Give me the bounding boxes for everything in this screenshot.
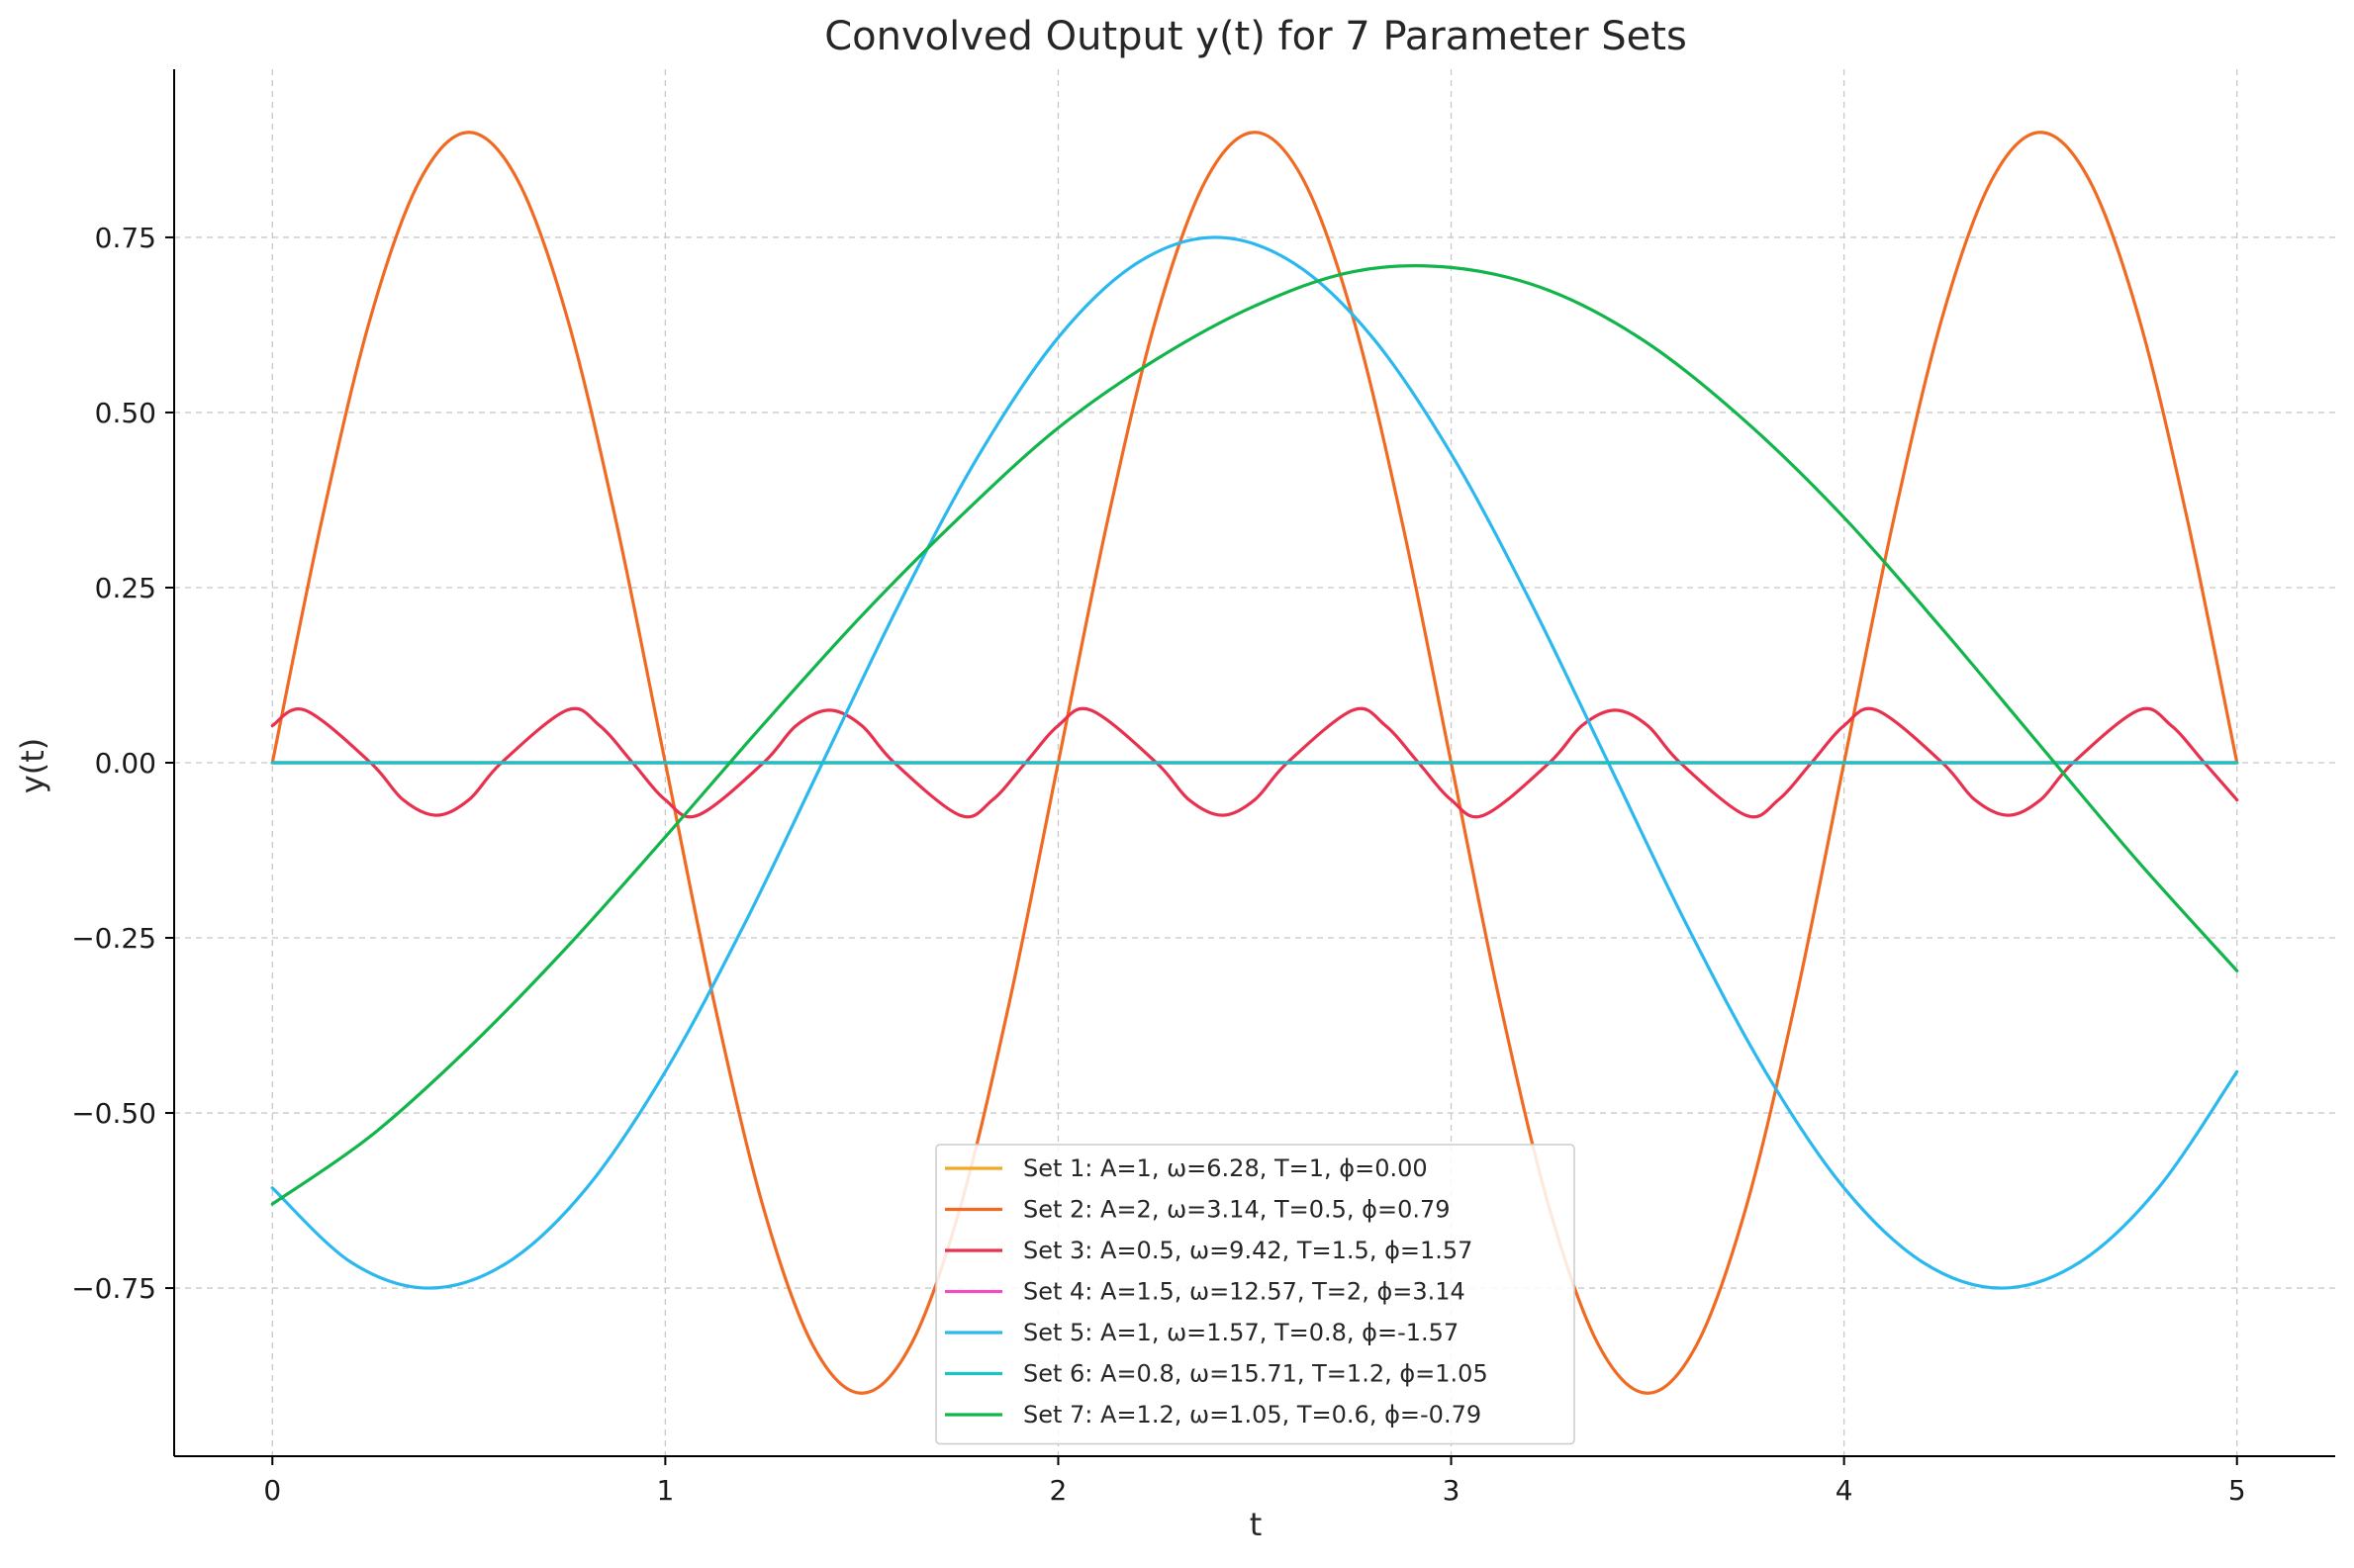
x-tick-label: 1 xyxy=(656,1474,674,1507)
legend-label-set-5: Set 5: A=1, ω=1.57, T=0.8, ϕ=-1.57 xyxy=(1023,1319,1459,1346)
y-tick-label: 0.00 xyxy=(95,747,156,780)
legend-label-set-3: Set 3: A=0.5, ω=9.42, T=1.5, ϕ=1.57 xyxy=(1023,1237,1472,1264)
x-tick-label: 5 xyxy=(2228,1474,2246,1507)
x-tick-label: 0 xyxy=(263,1474,281,1507)
series-lines xyxy=(270,131,2239,1395)
y-tick-label: 0.50 xyxy=(95,397,156,429)
legend-label-set-6: Set 6: A=0.8, ω=15.71, T=1.2, ϕ=1.05 xyxy=(1023,1360,1488,1388)
series-line-set-2 xyxy=(270,131,2239,1395)
x-axis-label: t xyxy=(1250,1506,1263,1543)
legend-label-set-4: Set 4: A=1.5, ω=12.57, T=2, ϕ=3.14 xyxy=(1023,1278,1465,1306)
legend-label-set-1: Set 1: A=1, ω=6.28, T=1, ϕ=0.00 xyxy=(1023,1154,1428,1182)
legend-label-set-2: Set 2: A=2, ω=3.14, T=0.5, ϕ=0.79 xyxy=(1023,1196,1451,1224)
series-line-set-5 xyxy=(270,235,2239,1290)
y-axis-label: y(t) xyxy=(14,738,51,793)
legend: Set 1: A=1, ω=6.28, T=1, ϕ=0.00 Set 2: A=… xyxy=(935,1144,1575,1445)
x-tick-label: 3 xyxy=(1443,1474,1460,1507)
axes: 0 1 2 3 4 5 0.75 0.50 0.25 0.00 −0.25 −0.50 −0.75 xyxy=(71,69,2335,1507)
y-tick-label: 0.25 xyxy=(95,572,156,604)
legend-frame xyxy=(935,1144,1575,1445)
series-line-set-7 xyxy=(270,264,2239,1206)
y-tick-label: −0.50 xyxy=(71,1097,156,1130)
legend-label-set-7: Set 7: A=1.2, ω=1.05, T=0.6, ϕ=-0.79 xyxy=(1023,1401,1481,1429)
y-tick-label: −0.25 xyxy=(71,922,156,955)
chart-title: Convolved Output y(t) for 7 Parameter Se… xyxy=(824,14,1687,59)
x-tick-label: 2 xyxy=(1050,1474,1068,1507)
y-tick-label: 0.75 xyxy=(95,222,156,254)
y-tick-label: −0.75 xyxy=(71,1272,156,1305)
series-line-set-3 xyxy=(270,706,2239,819)
x-tick-label: 4 xyxy=(1836,1474,1853,1507)
